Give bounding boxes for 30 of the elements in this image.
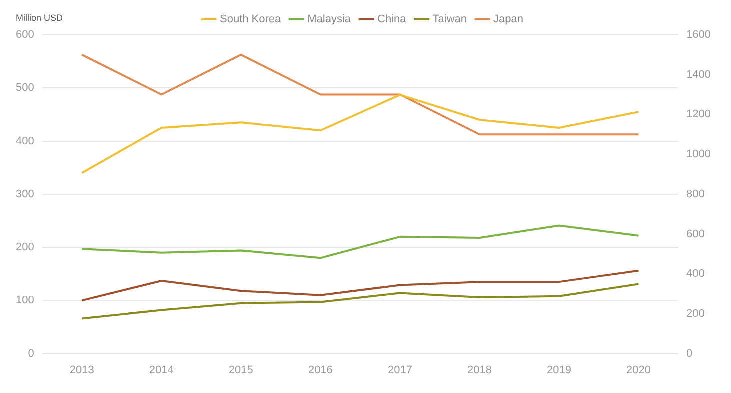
y-tick-label: 600: [16, 29, 34, 42]
legend-label: Malaysia: [308, 14, 352, 26]
legend-label: Japan: [494, 14, 524, 26]
y-tick-label: 400: [16, 135, 34, 148]
x-tick-label: 2013: [70, 364, 94, 376]
legend-label: China: [378, 14, 408, 26]
y-tick-label: 100: [16, 294, 34, 307]
x-tick-label: 2019: [547, 364, 572, 376]
x-tick-label: 2020: [626, 364, 652, 376]
y2-tick-label: 1000: [686, 148, 712, 161]
x-tick-label: 2017: [388, 364, 412, 376]
y2-tick-label: 1600: [686, 29, 712, 42]
y2-tick-label: 1200: [686, 108, 712, 121]
y2-tick-label: 200: [686, 308, 705, 320]
legend-label: South Korea: [220, 14, 282, 26]
y-tick-label: 0: [28, 348, 34, 360]
y-tick-label: 200: [16, 242, 34, 254]
legend-label: Taiwan: [432, 14, 468, 26]
x-tick-label: 2016: [308, 364, 333, 376]
y2-tick-label: 0: [686, 348, 693, 360]
x-tick-label: 2014: [149, 364, 174, 376]
y-axis-title: Million USD: [16, 12, 64, 23]
y-tick-label: 500: [16, 82, 34, 94]
x-tick-label: 2015: [228, 364, 254, 376]
y2-tick-label: 600: [686, 228, 705, 240]
y2-tick-label: 1400: [686, 68, 712, 81]
y-tick-label: 300: [16, 188, 34, 200]
y2-tick-label: 400: [686, 268, 705, 280]
x-tick-label: 2018: [467, 364, 492, 376]
y2-tick-label: 800: [686, 188, 705, 200]
